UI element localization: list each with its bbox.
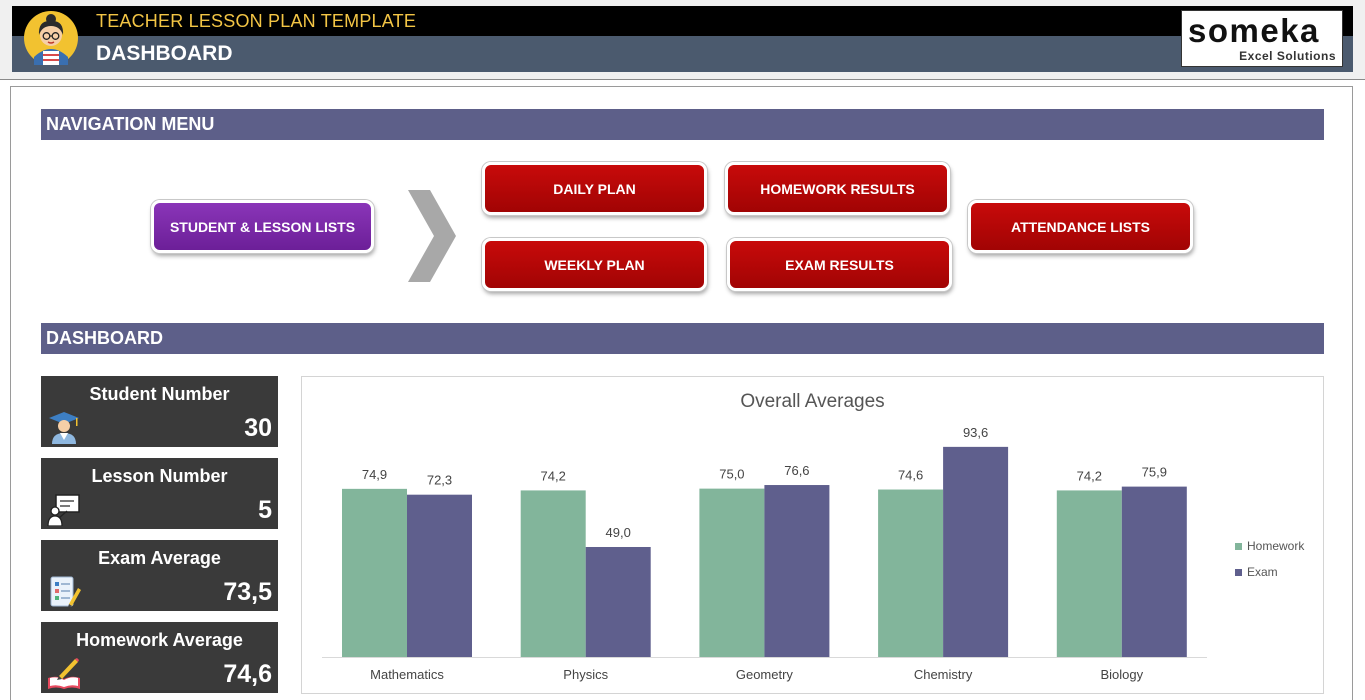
data-label-exam-chemistry: 93,6 <box>963 425 988 440</box>
chart-title: Overall Averages <box>740 391 885 412</box>
attendance-lists-button[interactable]: ATTENDANCE LISTS <box>968 200 1193 253</box>
data-label-exam-mathematics: 72,3 <box>427 473 452 488</box>
data-label-homework-physics: 74,2 <box>541 468 566 483</box>
chevron-right-icon <box>408 190 456 282</box>
kpi-lesson-number: Lesson Number 5 <box>41 458 278 529</box>
legend-item-exam: Exam <box>1235 559 1304 585</box>
legend-swatch-exam <box>1235 568 1242 576</box>
legend-item-homework: Homework <box>1235 533 1304 559</box>
bar-homework-chemistry <box>878 489 944 657</box>
homework-results-button[interactable]: HOMEWORK RESULTS <box>725 162 950 215</box>
page-title: DASHBOARD <box>96 42 233 65</box>
kpi-homework-average: Homework Average 74,6 <box>41 622 278 693</box>
kpi-value: 30 <box>244 414 272 442</box>
header-divider <box>0 79 1365 80</box>
title-bar: TEACHER LESSON PLAN TEMPLATE DASHBOARD s… <box>0 0 1365 80</box>
data-label-exam-biology: 75,9 <box>1142 465 1167 480</box>
bar-exam-physics <box>585 546 651 657</box>
kpi-value: 5 <box>258 496 272 524</box>
navigation-menu-header: NAVIGATION MENU <box>41 109 1324 140</box>
title-bar-top <box>12 6 1353 36</box>
data-label-homework-geometry: 75,0 <box>719 467 744 482</box>
exam-paper-icon <box>50 576 81 607</box>
legend-label: Exam <box>1247 565 1278 579</box>
kpi-label: Student Number <box>89 384 230 404</box>
bar-homework-physics <box>520 490 586 657</box>
data-label-homework-chemistry: 74,6 <box>898 468 923 483</box>
data-label-homework-biology: 74,2 <box>1077 468 1102 483</box>
x-axis-label-mathematics: Mathematics <box>370 667 444 682</box>
kpi-value: 74,6 <box>223 660 272 688</box>
student-lesson-lists-button[interactable]: STUDENT & LESSON LISTS <box>151 200 374 253</box>
kpi-label: Exam Average <box>98 548 221 568</box>
bar-exam-chemistry <box>943 446 1009 657</box>
exam-results-button[interactable]: EXAM RESULTS <box>727 238 952 291</box>
bar-homework-mathematics <box>342 488 407 657</box>
chart-legend: Homework Exam <box>1235 533 1304 585</box>
daily-plan-button[interactable]: DAILY PLAN <box>482 162 707 215</box>
teacher-board-icon <box>47 494 80 526</box>
legend-label: Homework <box>1247 539 1305 553</box>
x-axis-label-chemistry: Chemistry <box>914 667 973 682</box>
graduate-icon <box>49 412 79 444</box>
x-axis-label-biology: Biology <box>1100 667 1143 682</box>
data-label-homework-mathematics: 74,9 <box>362 467 387 482</box>
logo-sub-text: Excel Solutions <box>1239 49 1336 63</box>
bar-exam-geometry <box>764 485 830 657</box>
bar-exam-mathematics <box>407 494 472 657</box>
teacher-avatar-icon <box>24 11 78 65</box>
x-axis-label-geometry: Geometry <box>736 667 794 682</box>
kpi-student-number: Student Number 30 <box>41 376 278 447</box>
legend-swatch-homework <box>1235 542 1242 550</box>
weekly-plan-button[interactable]: WEEKLY PLAN <box>482 238 707 291</box>
book-pencil-icon <box>48 658 80 689</box>
kpi-label: Homework Average <box>76 630 243 650</box>
app-title: TEACHER LESSON PLAN TEMPLATE <box>96 11 417 31</box>
dashboard-header: DASHBOARD <box>41 323 1324 354</box>
kpi-exam-average: Exam Average 73,5 <box>41 540 278 611</box>
title-bar-bottom <box>12 36 1353 72</box>
bar-homework-biology <box>1056 490 1122 657</box>
bar-homework-geometry <box>699 488 765 657</box>
kpi-label: Lesson Number <box>91 466 228 486</box>
data-label-exam-geometry: 76,6 <box>784 463 809 478</box>
logo-main-text: someka <box>1188 12 1320 49</box>
bar-exam-biology <box>1121 486 1187 657</box>
kpi-value: 73,5 <box>223 578 272 606</box>
data-label-exam-physics: 49,0 <box>606 525 631 540</box>
bar-chart-plot: 74,9 72,3 Mathematics 74,2 49,0 Physics 75,0 76… <box>322 425 1207 682</box>
overall-averages-chart: 74,9 72,3 Mathematics 74,2 49,0 Physics 75,0 76… <box>301 376 1324 694</box>
x-axis-label-physics: Physics <box>563 667 608 682</box>
someka-logo[interactable]: someka Excel Solutions <box>1181 10 1343 67</box>
